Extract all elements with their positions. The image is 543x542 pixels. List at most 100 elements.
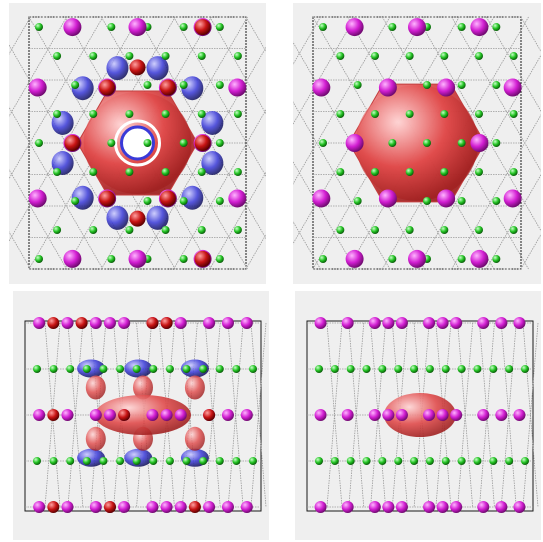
atom-green — [509, 168, 518, 176]
atom-green — [353, 81, 362, 89]
atom-green — [125, 226, 134, 234]
atom-green — [107, 255, 116, 263]
bond-line — [181, 322, 198, 508]
atom-magenta — [378, 78, 397, 97]
atom-magenta — [368, 501, 381, 513]
bond-line — [326, 322, 343, 508]
bond-line — [44, 322, 61, 508]
atom-green — [197, 52, 206, 60]
atom-magenta — [312, 189, 331, 208]
atom-green — [492, 197, 501, 205]
isosurface-red-central — [95, 395, 191, 435]
atom-green — [161, 168, 170, 176]
atom-magenta — [408, 249, 426, 268]
bond-line — [520, 16, 541, 53]
atom-magenta — [437, 78, 456, 97]
panel-top-right — [293, 3, 541, 284]
atom-red — [194, 19, 211, 36]
atom-magenta — [228, 189, 247, 208]
atom-magenta — [450, 317, 463, 329]
atom-green — [35, 23, 43, 31]
atom-red — [159, 79, 176, 96]
atom-green — [99, 457, 108, 465]
atom-magenta — [423, 317, 436, 329]
panel-bottom-left — [13, 291, 269, 540]
atom-green — [107, 139, 116, 147]
atom-green — [319, 139, 327, 147]
bond-line — [370, 322, 386, 508]
atom-green — [53, 226, 62, 234]
atom-magenta — [345, 134, 364, 152]
bond-line — [485, 16, 541, 113]
atom-magenta — [63, 18, 82, 37]
atom-green — [71, 81, 80, 89]
atom-magenta — [203, 501, 216, 513]
atom-green — [336, 168, 345, 176]
atom-green — [521, 457, 529, 465]
atom-magenta — [146, 409, 159, 421]
atom-green — [89, 226, 98, 234]
atom-magenta — [423, 409, 436, 421]
atom-magenta — [436, 501, 449, 513]
bond-line — [90, 322, 107, 508]
bond-line — [250, 322, 267, 508]
isosurface-red-lobe — [85, 426, 106, 451]
bond-line — [181, 322, 198, 508]
atom-green — [457, 139, 466, 147]
atom-red — [160, 317, 173, 329]
atom-green — [423, 139, 431, 147]
atom-green — [215, 139, 224, 147]
atom-magenta — [146, 501, 159, 513]
atom-green — [330, 365, 339, 373]
atom-magenta — [61, 501, 74, 513]
atom-magenta — [28, 78, 47, 97]
atom-green — [107, 23, 116, 31]
unit-cell-box — [306, 320, 534, 512]
atom-red — [159, 190, 176, 207]
isosurface-blue-lobe — [106, 205, 129, 230]
bond-line — [413, 322, 430, 508]
atom-green — [423, 197, 431, 205]
atom-magenta — [450, 501, 463, 513]
atom-green — [161, 110, 170, 118]
unit-cell-box — [24, 320, 262, 512]
bond-line — [435, 322, 452, 508]
atom-green — [505, 365, 514, 373]
atom-red — [118, 409, 131, 421]
atom-green — [394, 365, 403, 373]
atom-magenta — [382, 317, 395, 329]
atom-green — [425, 365, 434, 373]
atom-green — [319, 255, 327, 263]
atom-magenta — [495, 317, 508, 329]
atom-green — [89, 168, 98, 176]
atom-green — [89, 110, 98, 118]
atom-green — [492, 139, 501, 147]
atom-green — [492, 255, 501, 263]
atom-magenta — [395, 501, 408, 513]
atom-magenta — [382, 409, 395, 421]
isosurface-blue-lobe — [201, 151, 224, 176]
side-view-full-isosurface — [24, 317, 267, 513]
atom-magenta — [395, 409, 408, 421]
atom-red — [75, 317, 88, 329]
atom-red — [99, 79, 116, 96]
atom-magenta — [408, 18, 426, 37]
atom-green — [457, 197, 466, 205]
bond-line — [326, 322, 343, 508]
atom-magenta — [103, 409, 116, 421]
atom-magenta — [423, 501, 436, 513]
isosurface-red-lobe — [184, 426, 205, 451]
atom-green — [132, 457, 141, 465]
atom-red — [47, 409, 60, 421]
atom-green — [440, 52, 449, 60]
atom-green — [353, 197, 362, 205]
bond-line — [250, 322, 267, 508]
atom-magenta — [118, 317, 131, 329]
atom-magenta — [118, 501, 131, 513]
bond-line — [136, 322, 152, 508]
atom-green — [249, 365, 257, 373]
atom-magenta — [221, 409, 234, 421]
atom-green — [232, 365, 241, 373]
bond-line — [500, 322, 517, 508]
bond-line — [209, 171, 266, 270]
